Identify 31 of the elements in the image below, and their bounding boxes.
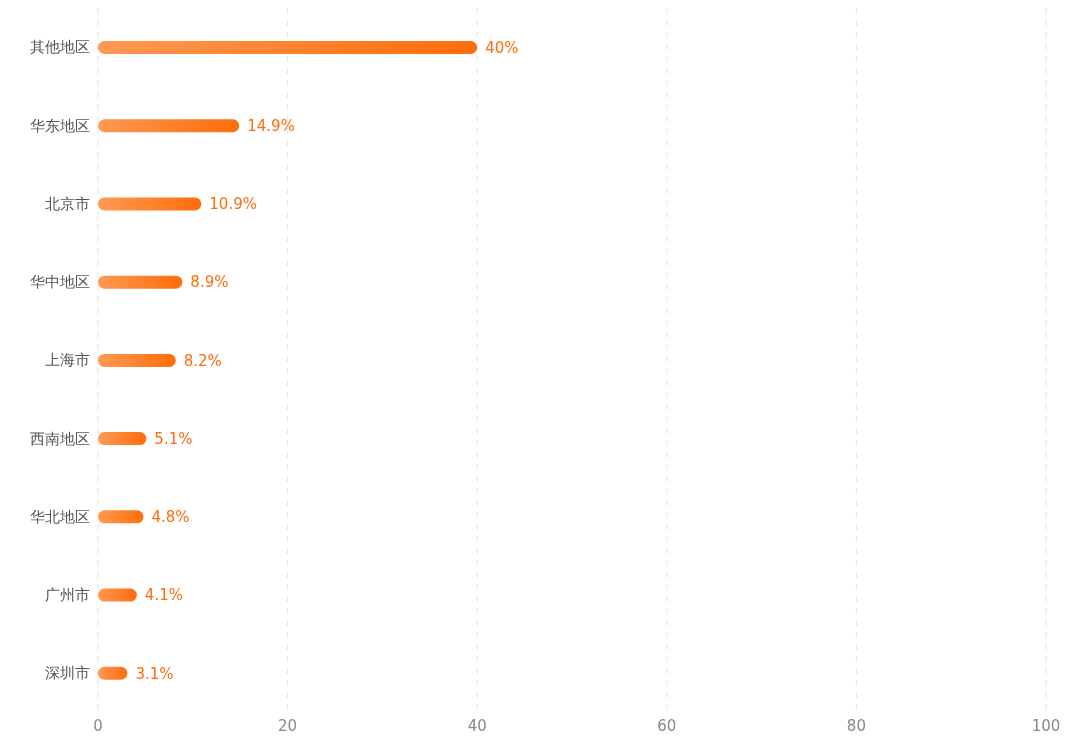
data-label: 5.1% xyxy=(154,429,193,448)
x-tick-label: 100 xyxy=(1031,716,1061,735)
bar xyxy=(98,119,240,133)
bar xyxy=(98,353,176,367)
data-label: 4.8% xyxy=(151,508,190,527)
data-label: 4.1% xyxy=(144,586,183,605)
data-label: 8.9% xyxy=(190,273,229,292)
y-tick-label: 深圳市 xyxy=(45,664,90,683)
y-tick-label: 华北地区 xyxy=(30,507,90,526)
x-tick-label: 80 xyxy=(846,716,866,735)
y-tick-label: 华中地区 xyxy=(30,273,90,292)
bar xyxy=(98,432,147,446)
data-label: 10.9% xyxy=(209,195,257,214)
bar xyxy=(98,510,144,524)
x-tick-label: 40 xyxy=(467,716,487,735)
data-label: 3.1% xyxy=(135,664,174,683)
x-tick-label: 60 xyxy=(657,716,677,735)
y-tick-label: 北京市 xyxy=(45,194,90,213)
y-tick-label: 其他地区 xyxy=(30,38,90,57)
bar xyxy=(98,197,202,211)
data-label: 14.9% xyxy=(247,116,295,135)
y-tick-label: 西南地区 xyxy=(30,429,90,448)
x-tick-label: 0 xyxy=(93,716,103,735)
bar xyxy=(98,275,183,289)
y-tick-label: 广州市 xyxy=(45,585,90,604)
bar xyxy=(98,41,478,54)
y-tick-label: 上海市 xyxy=(45,351,90,370)
y-tick-label: 华东地区 xyxy=(30,116,90,135)
data-label: 8.2% xyxy=(183,351,222,370)
data-label: 40% xyxy=(485,38,519,57)
x-tick-label: 20 xyxy=(278,716,298,735)
